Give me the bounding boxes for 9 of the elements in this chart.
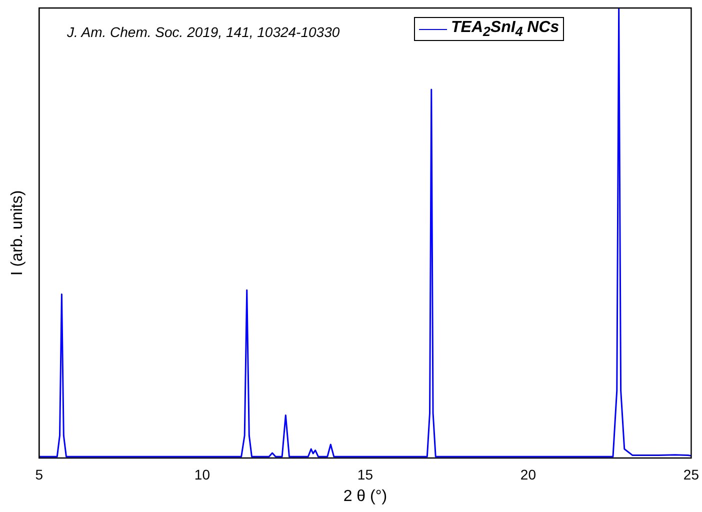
x-tick-label: 10 (194, 466, 210, 482)
y-axis-title: I (arb. units) (9, 190, 26, 276)
annotation: J. Am. Chem. Soc. 2019, 141, 10324-10330 (67, 24, 340, 40)
x-tick-label: 5 (35, 466, 44, 482)
x-tick-label: 20 (520, 466, 536, 482)
legend-label: TEA$_{2}$SnI$_{4}$ NCs (451, 19, 560, 40)
x-tick-label: 15 (357, 466, 374, 482)
x-axis-title: 2 θ (°) (343, 488, 388, 505)
x-tick-label: 25 (683, 466, 700, 482)
